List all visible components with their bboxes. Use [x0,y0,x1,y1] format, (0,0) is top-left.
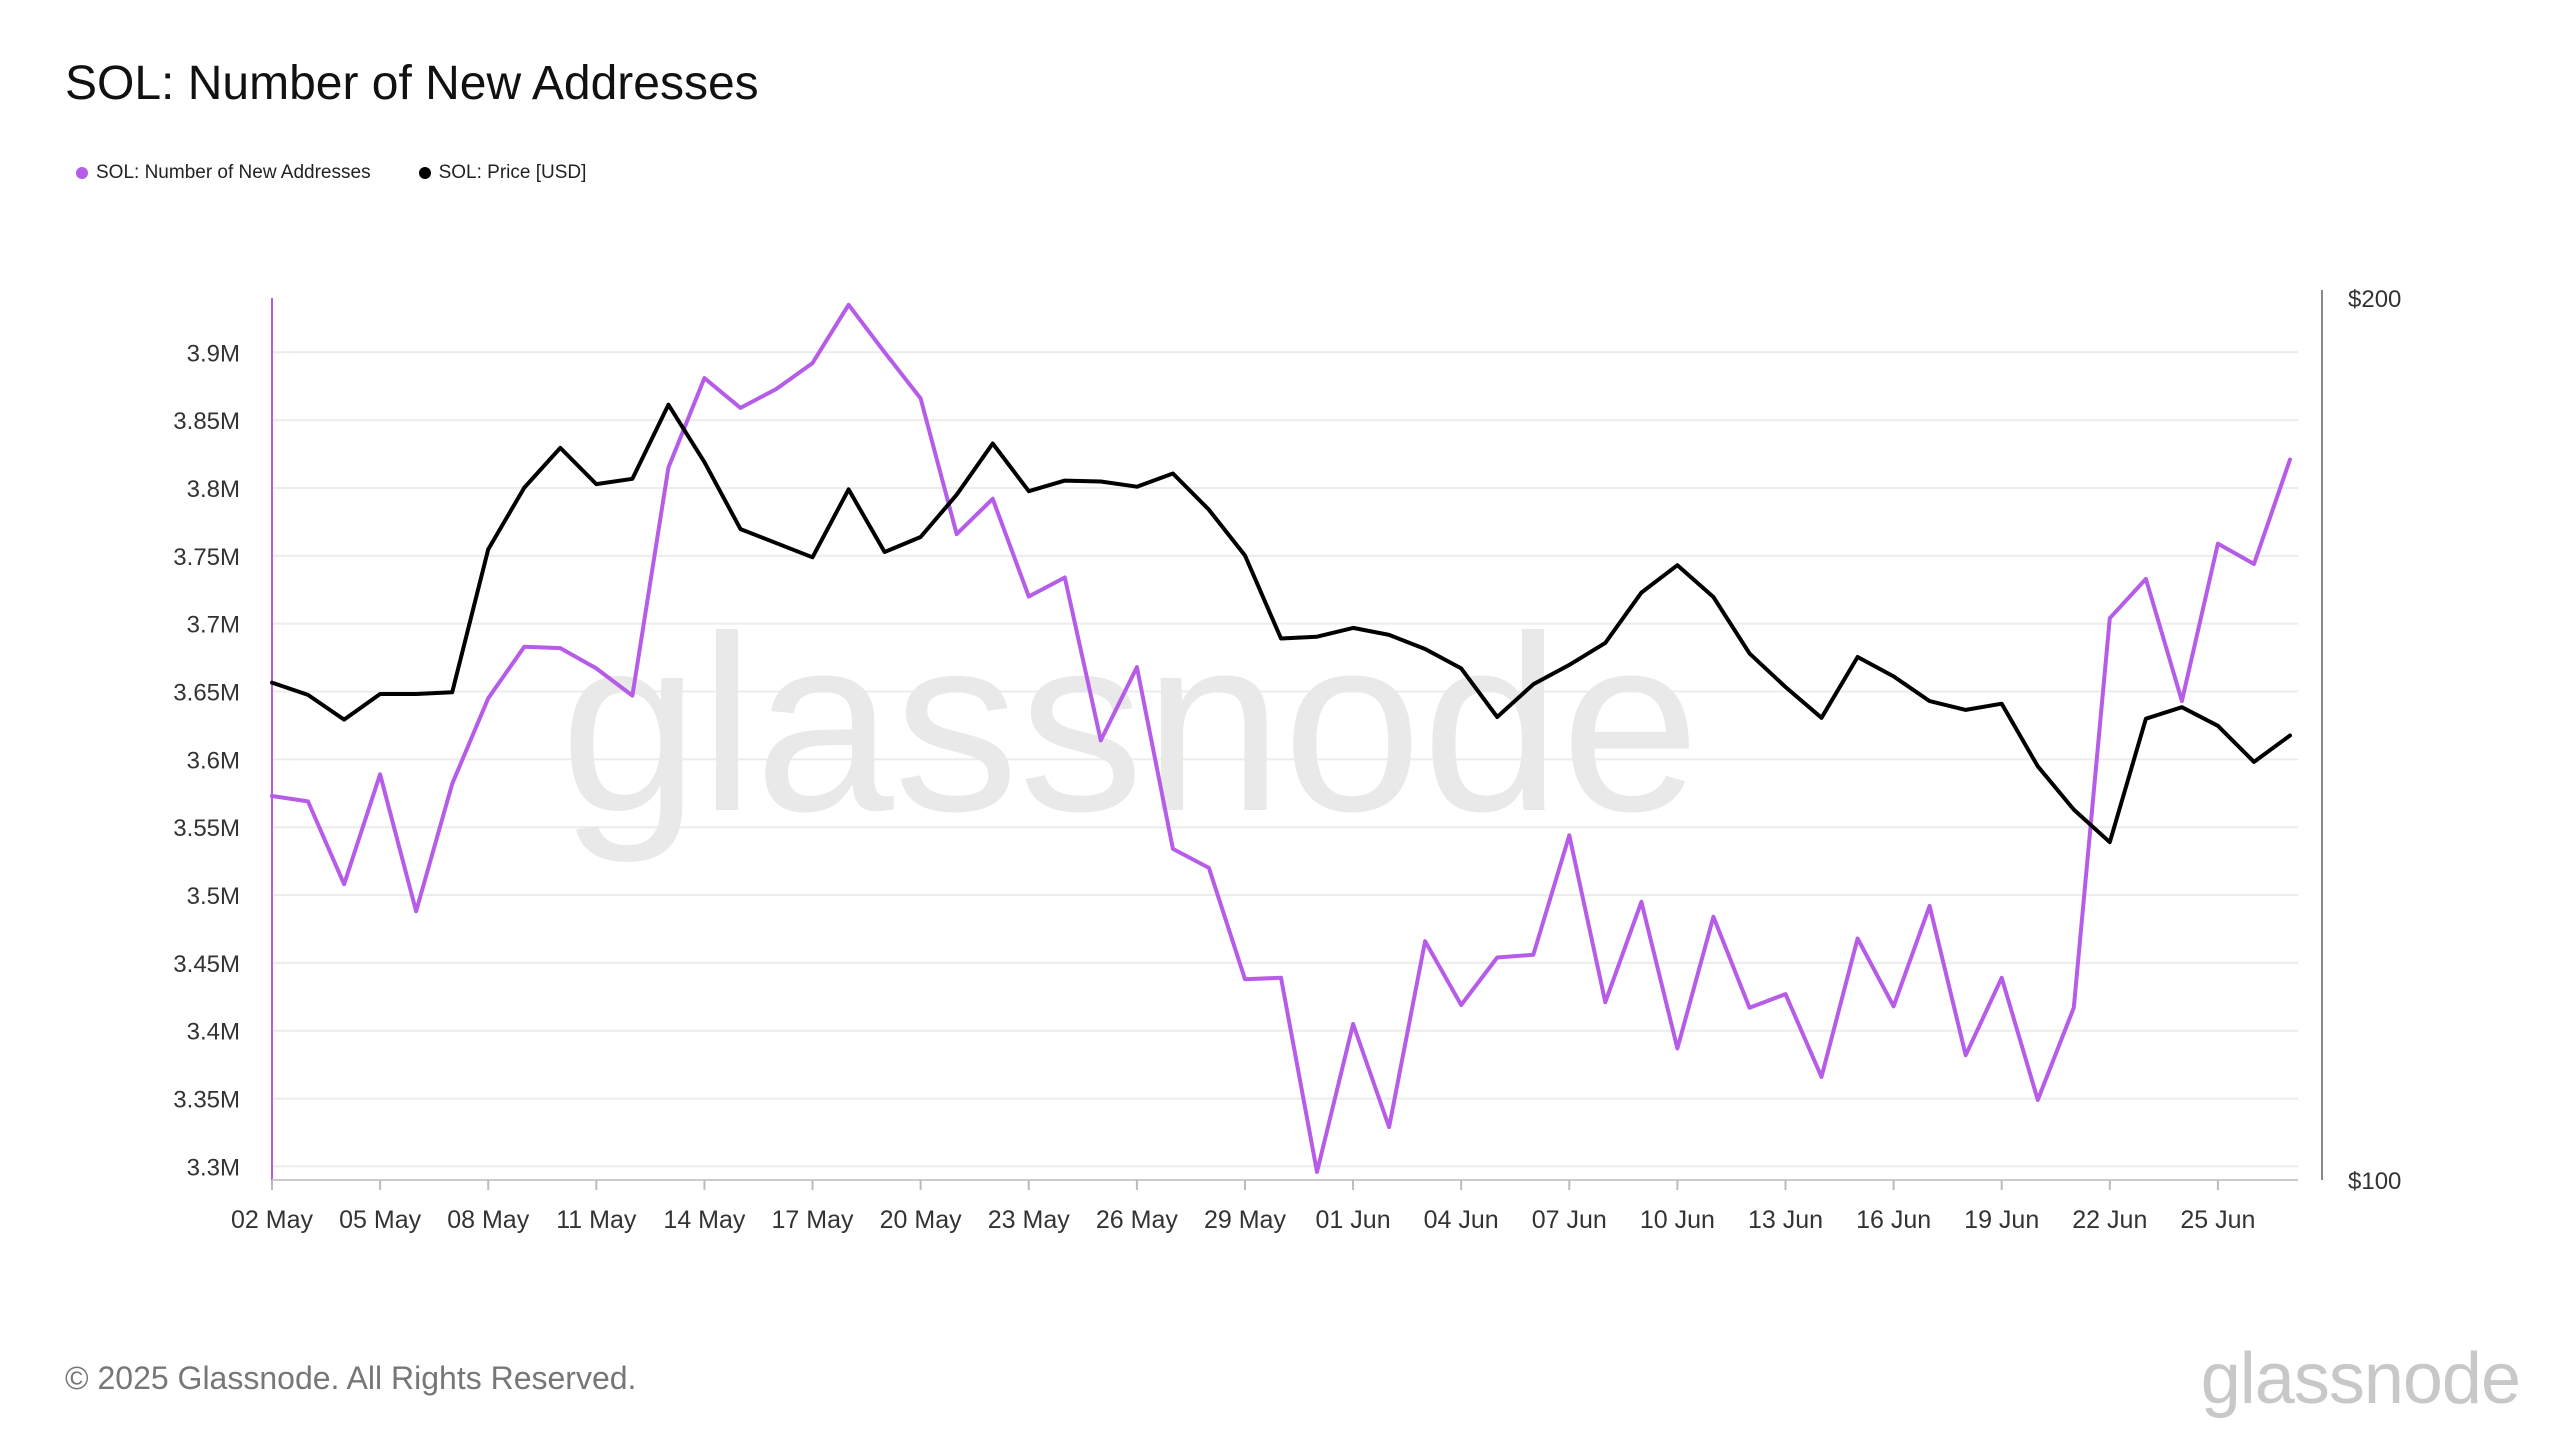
y-left-tick-label: 3.7M [187,612,240,639]
series-line-new-addresses [270,302,2292,1174]
x-tick-label: 29 May [1204,1206,1286,1234]
y-right-tick-label: $200 [2348,286,2401,313]
x-tick-label: 14 May [663,1206,745,1234]
legend-dot-price [418,167,431,179]
watermark-text: glassnode [560,584,1700,863]
y-left-tick-label: 3.75M [173,544,240,571]
y-left-tick-label: 3.35M [173,1087,240,1114]
y-left-tick-label: 3.55M [173,815,240,842]
y-left-tick-label: 3.4M [187,1019,240,1046]
x-tick-label: 26 May [1096,1206,1178,1234]
y-left-tick-label: 3.85M [173,408,240,435]
legend-dot-new-addresses [76,167,88,179]
axes-layer [271,290,2323,1190]
x-tick-label: 02 May [231,1206,313,1234]
legend-label-new-addresses: SOL: Number of New Addresses [96,162,371,183]
y-left-tick-label: 3.8M [187,476,240,503]
y-right-tick-label: $100 [2348,1168,2401,1195]
footer-copyright: © 2025 Glassnode. All Rights Reserved. [65,1360,637,1396]
x-tick-label: 23 May [988,1206,1070,1234]
x-tick-label: 16 Jun [1856,1206,1931,1234]
y-left-tick-label: 3.5M [187,883,240,910]
x-tick-label: 17 May [772,1206,854,1234]
legend: SOL: Number of New Addresses SOL: Price … [76,162,586,184]
x-tick-label: 19 Jun [1964,1206,2039,1234]
series-layer [270,302,2292,1174]
y-left-tick-label: 3.6M [187,747,240,774]
y-left-tick-label: 3.3M [187,1154,240,1181]
labels-layer: 3.3M 3.35M 3.4M 3.45M 3.5M 3.55M 3.6M 3.65M 3.7M… [173,286,2401,1234]
x-tick-label: 08 May [447,1206,529,1234]
x-tick-label: 22 Jun [2072,1206,2147,1234]
chart-title: SOL: Number of New Addresses [65,57,759,110]
x-tick-label: 04 Jun [1424,1206,1499,1234]
y-left-tick-label: 3.9M [187,340,240,367]
series-line-price [270,402,2292,845]
x-tick-label: 11 May [556,1206,637,1234]
x-tick-label: 07 Jun [1532,1206,1607,1234]
legend-label-price: SOL: Price [USD] [438,162,587,183]
footer-logo: glassnode [2200,1339,2521,1419]
x-tick-label: 05 May [339,1206,421,1234]
y-left-tick-label: 3.45M [173,951,240,978]
legend-item-price[interactable]: SOL: Price [USD] [418,162,587,184]
x-tick-label: 01 Jun [1316,1206,1391,1234]
y-left-tick-label: 3.65M [173,680,240,707]
x-tick-label: 20 May [880,1206,962,1234]
x-tick-label: 10 Jun [1640,1206,1715,1234]
x-tick-label: 25 Jun [2180,1206,2255,1234]
legend-item-new-addresses[interactable]: SOL: Number of New Addresses [76,162,371,184]
x-tick-label: 13 Jun [1748,1206,1823,1234]
